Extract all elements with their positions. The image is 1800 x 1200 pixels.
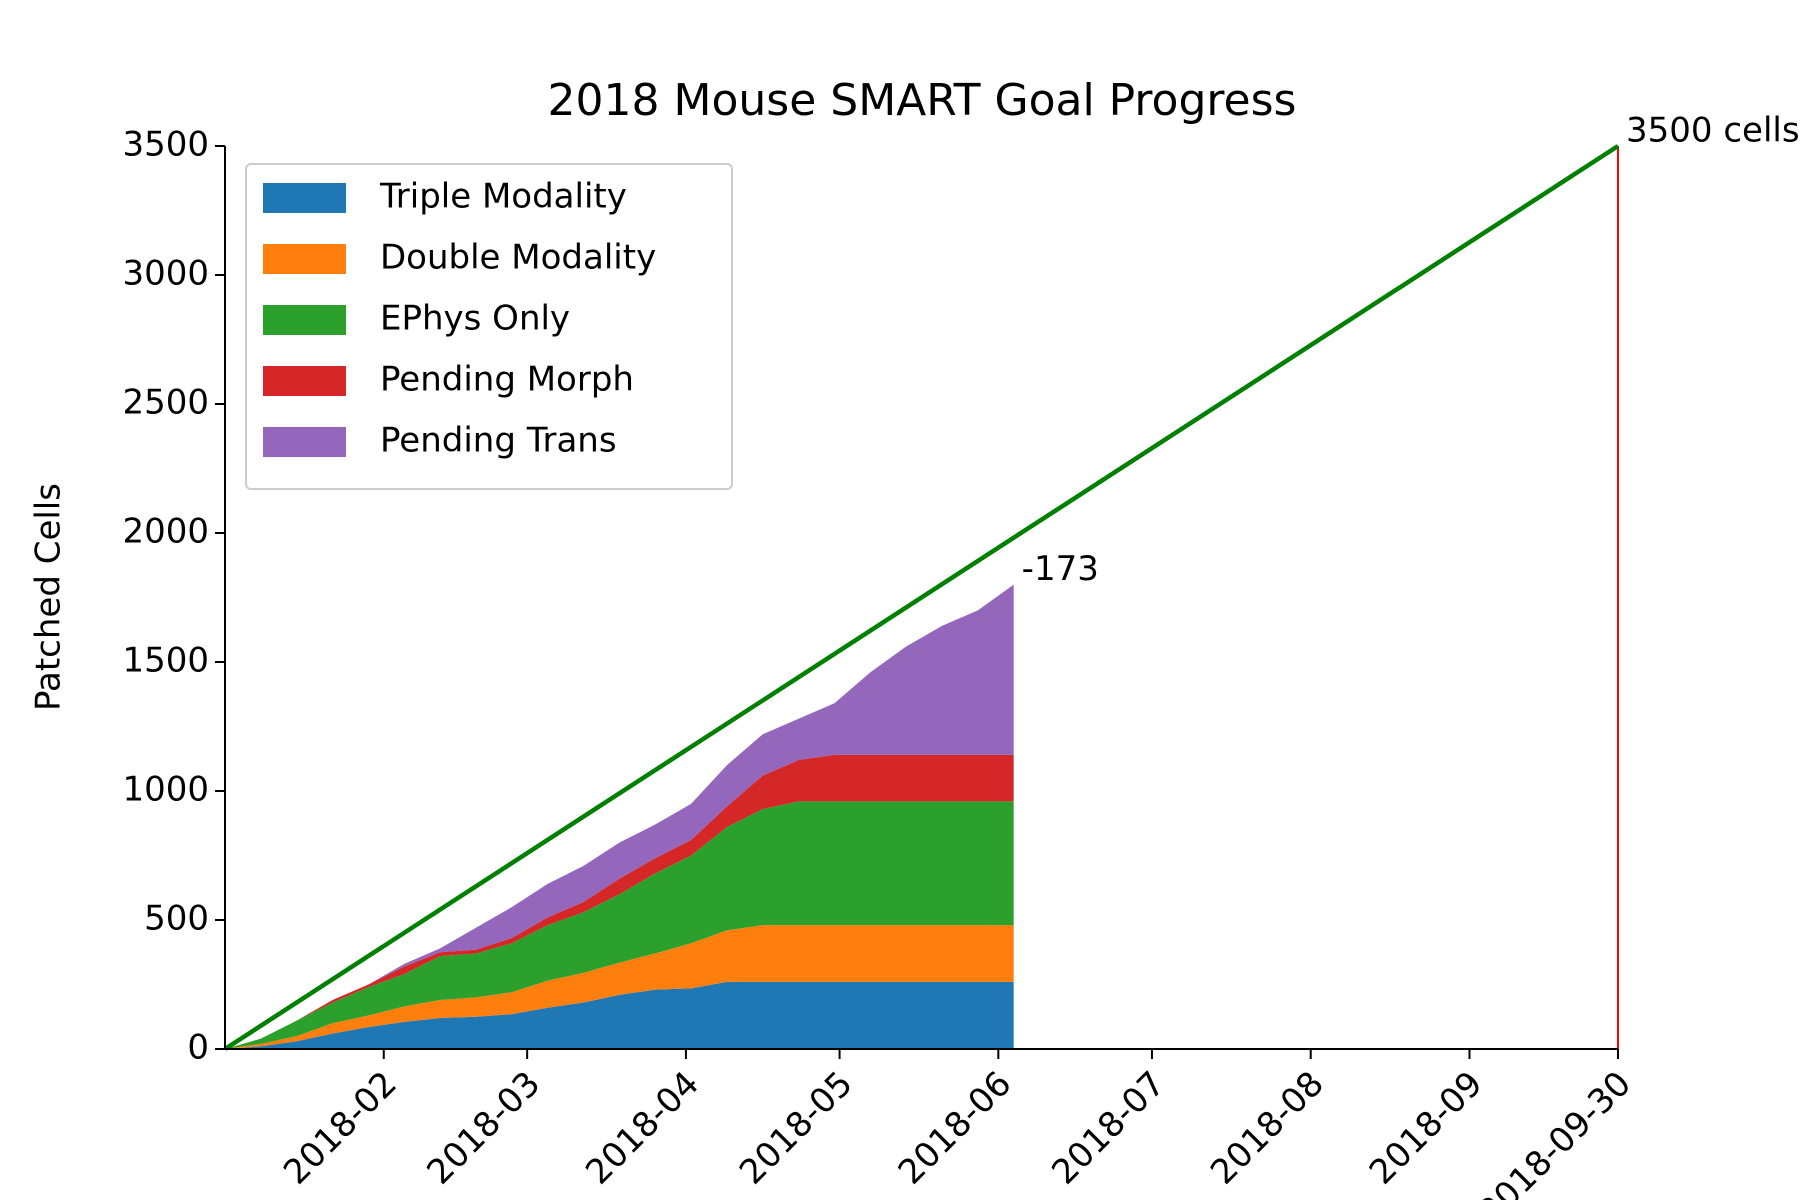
y-tick-label: 1000 <box>122 770 209 810</box>
legend-label: Double Modality <box>380 238 656 278</box>
area <box>225 801 1014 1049</box>
y-tick-label: 500 <box>144 899 209 939</box>
y-tick-label: 0 <box>187 1028 209 1068</box>
y-axis-label: Patched Cells <box>29 483 69 711</box>
annotation: 3500 cells <box>1626 111 1800 151</box>
goal-line <box>223 144 1620 1051</box>
annotation: -173 <box>1022 549 1099 589</box>
legend-label: Pending Trans <box>380 421 617 461</box>
y-tick-label: 2000 <box>122 512 209 552</box>
legend-swatch <box>263 244 346 274</box>
legend-label: EPhys Only <box>380 299 570 339</box>
y-tick-label: 3000 <box>122 254 209 294</box>
area <box>225 981 1014 1049</box>
legend-swatch <box>263 305 346 335</box>
legend-swatch <box>263 427 346 457</box>
legend-label: Pending Morph <box>380 360 634 400</box>
y-tick-label: 2500 <box>122 383 209 423</box>
area <box>225 754 1014 1049</box>
y-tick-label: 3500 <box>122 125 209 165</box>
chart-title: 2018 Mouse SMART Goal Progress <box>548 75 1297 126</box>
area <box>225 584 1014 1049</box>
legend: Triple Modality Double Modality EPhys Only… <box>245 163 733 490</box>
legend-swatch <box>263 183 346 213</box>
area <box>225 925 1014 1049</box>
y-tick-label: 1500 <box>122 641 209 681</box>
legend-swatch <box>263 366 346 396</box>
legend-frame <box>245 163 733 490</box>
legend-label: Triple Modality <box>379 177 627 217</box>
